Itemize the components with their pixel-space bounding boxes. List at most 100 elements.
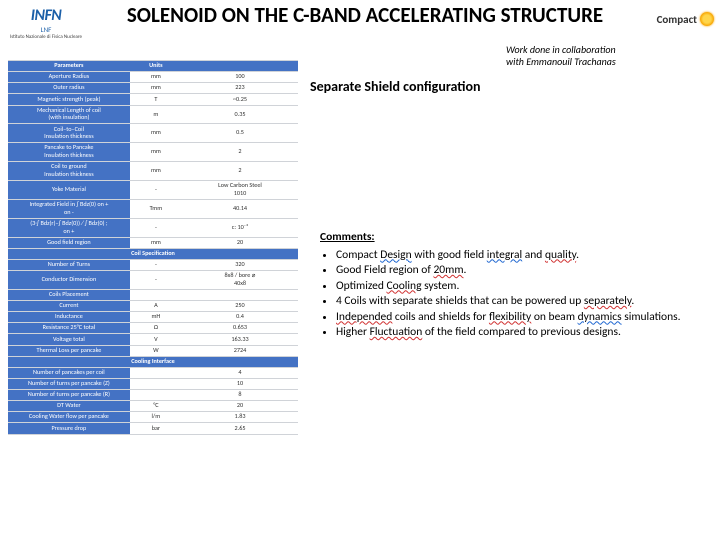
row-value: 8x8 / bore ⌀40x8: [182, 271, 298, 290]
row-unit: mm: [130, 72, 182, 83]
row-unit: mm: [130, 83, 182, 94]
row-label: Thermal Loss per pancake: [8, 345, 130, 356]
row-value: 1.83: [182, 412, 298, 423]
table-row: Outer radiusmm223: [8, 83, 298, 94]
row-unit: mm: [130, 143, 182, 162]
row-value: 0.653: [182, 323, 298, 334]
compact-logo: Compact: [644, 2, 714, 36]
col-parameters: Parameters: [8, 61, 130, 72]
table-row: Cooling Water flow per pancakel/m1.83: [8, 412, 298, 423]
row-unit: m: [130, 105, 182, 124]
table-row: Yoke Material-Low Carbon Steel1010: [8, 181, 298, 200]
row-value: 2.65: [182, 423, 298, 434]
row-label: Number of Turns: [8, 259, 130, 270]
row-unit: mm: [130, 237, 182, 248]
row-label: Coils Placement: [8, 289, 130, 300]
row-unit: [130, 378, 182, 389]
table-row: Number of turns per pancake (Z)10: [8, 378, 298, 389]
table-row: Coil–to–CoilInsulation thicknessmm0.5: [8, 124, 298, 143]
infn-lnf: LNF: [41, 25, 52, 34]
row-unit: l/m: [130, 412, 182, 423]
row-unit: mm: [130, 124, 182, 143]
slide-title: SOLENOID ON THE C-BAND ACCELERATING STRU…: [94, 2, 636, 27]
comment-item: Higher Fluctuation of the field compared…: [336, 325, 704, 341]
sun-icon: [700, 12, 714, 26]
table-row: Good field regionmm20: [8, 237, 298, 248]
row-value: 10: [182, 378, 298, 389]
row-label: Number of pancakes per coil: [8, 367, 130, 378]
row-unit: mm: [130, 162, 182, 181]
row-unit: -: [130, 271, 182, 290]
row-value: 2: [182, 162, 298, 181]
row-label: Voltage total: [8, 334, 130, 345]
row-label: Number of turns per pancake (R): [8, 390, 130, 401]
row-value: 320: [182, 259, 298, 270]
comment-item: Independed coils and shields for flexibi…: [336, 310, 704, 326]
row-unit: mH: [130, 312, 182, 323]
table-row: DT Water°C20: [8, 401, 298, 412]
row-label: Pressure drop: [8, 423, 130, 434]
row-label: Good field region: [8, 237, 130, 248]
row-value: 163.33: [182, 334, 298, 345]
row-value: 2: [182, 143, 298, 162]
row-label: Coil to groundInsulation thickness: [8, 162, 130, 181]
table-row: Number of pancakes per coil 4: [8, 367, 298, 378]
row-label: (3·∫ Bdz(r)–∫ Bdz(0)) ⁄ ∫ Bdz(0) ;on +: [8, 218, 130, 237]
comments-block: Comments: Compact Design with good field…: [320, 230, 704, 341]
comment-item: Good Field region of 20mm.: [336, 263, 704, 279]
row-label: Yoke Material: [8, 181, 130, 200]
row-value: 40.14: [182, 199, 298, 218]
row-value: 20: [182, 401, 298, 412]
credit-line: Work done in collaboration with Emmanoui…: [506, 44, 706, 68]
row-unit: V: [130, 334, 182, 345]
row-value: Low Carbon Steel1010: [182, 181, 298, 200]
row-value: 2724: [182, 345, 298, 356]
comments-heading: Comments:: [320, 230, 704, 246]
table-row: Mechanical Length of coil(with insulatio…: [8, 105, 298, 124]
row-value: 20: [182, 237, 298, 248]
table-row: InductancemH0.4: [8, 312, 298, 323]
row-label: Mechanical Length of coil(with insulatio…: [8, 105, 130, 124]
row-unit: [130, 289, 182, 300]
row-label: Aperture Radius: [8, 72, 130, 83]
row-value: 8: [182, 390, 298, 401]
row-label: Conductor Dimension: [8, 271, 130, 290]
row-label: Magnetic strength (peak): [8, 94, 130, 105]
table-row: Coils Placement: [8, 289, 298, 300]
table-row: Resistance 25°C totalΩ0.653: [8, 323, 298, 334]
table-row: Pressure dropbar2.65: [8, 423, 298, 434]
comments-list: Compact Design with good field integral …: [336, 248, 704, 341]
row-unit: -: [130, 218, 182, 237]
row-value: 4: [182, 367, 298, 378]
infn-sub: Istituto Nazionale di Fisica Nucleare: [10, 34, 82, 40]
row-label: Integrated Field in ∫ Bdz(0) on +on -: [8, 199, 130, 218]
row-label: Pancake to PancakeInsulation thickness: [8, 143, 130, 162]
comment-item: Compact Design with good field integral …: [336, 248, 704, 264]
comment-item: Optimized Cooling system.: [336, 279, 704, 295]
section-coil: Coil Specification: [8, 248, 298, 259]
col-units: Units: [130, 61, 182, 72]
table-header: Parameters Units: [8, 61, 298, 72]
infn-logo: INFN LNF Istituto Nazionale di Fisica Nu…: [6, 2, 86, 44]
row-unit: T: [130, 94, 182, 105]
table-row: Number of turns per pancake (R) 8: [8, 390, 298, 401]
table-row: Magnetic strength (peak)T~0.25: [8, 94, 298, 105]
table-row: Conductor Dimension-8x8 / bore ⌀40x8: [8, 271, 298, 290]
row-value: 250: [182, 301, 298, 312]
row-unit: -: [130, 181, 182, 200]
row-unit: -: [130, 259, 182, 270]
config-subtitle: Separate Shield configuration: [310, 78, 481, 95]
comment-item: 4 Coils with separate shields that can b…: [336, 294, 704, 310]
row-value: 223: [182, 83, 298, 94]
col-value: [182, 61, 298, 72]
row-value: [182, 289, 298, 300]
table-row: CurrentA250: [8, 301, 298, 312]
row-value: 0.5: [182, 124, 298, 143]
row-label: Coil–to–CoilInsulation thickness: [8, 124, 130, 143]
row-label: DT Water: [8, 401, 130, 412]
row-label: Cooling Water flow per pancake: [8, 412, 130, 423]
row-unit: Tmm: [130, 199, 182, 218]
row-unit: A: [130, 301, 182, 312]
table-row: Number of Turns-320: [8, 259, 298, 270]
row-label: Current: [8, 301, 130, 312]
